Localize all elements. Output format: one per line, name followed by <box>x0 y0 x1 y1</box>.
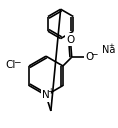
Text: −: − <box>91 49 98 58</box>
Text: Na: Na <box>102 45 115 55</box>
Text: O: O <box>67 35 75 45</box>
Text: N: N <box>42 90 50 100</box>
Text: −: − <box>13 58 20 67</box>
Text: Cl: Cl <box>6 60 16 70</box>
Text: O: O <box>85 52 93 62</box>
Text: +: + <box>47 87 54 96</box>
Text: +: + <box>108 43 114 49</box>
